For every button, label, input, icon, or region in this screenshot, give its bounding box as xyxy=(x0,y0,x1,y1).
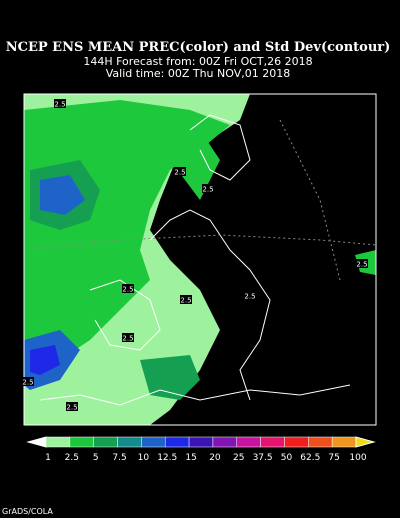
contour-label: 2.5 xyxy=(122,335,133,343)
precip-blue xyxy=(40,175,85,215)
contour-label-box xyxy=(356,259,368,268)
colorbar-swatch xyxy=(331,436,357,448)
coastline xyxy=(39,384,351,406)
contour-label: 2.5 xyxy=(202,186,213,194)
map: 2.5 2.5 2.5 2.5 2.5 2.5 2.5 2.5 2.5 2.5 xyxy=(22,93,377,426)
border xyxy=(89,279,161,351)
colorbar-swatch xyxy=(308,436,333,448)
valid-line: Valid time: 00Z Thu NOV,01 2018 xyxy=(106,67,290,80)
contour-label-box xyxy=(66,402,78,411)
colorbar-label: 2.5 xyxy=(65,453,79,463)
colorbar-label: 5 xyxy=(93,453,99,463)
colorbar: 1 2.5 5 7.5 10 12.5 15 20 25 37.5 50 62.5 75 100 xyxy=(26,436,376,463)
grid-line xyxy=(23,234,377,251)
colorbar-label: 15 xyxy=(185,453,196,463)
title: NCEP ENS MEAN PREC(color) and Std Dev(co… xyxy=(6,40,391,55)
contour-label-box xyxy=(202,184,214,193)
colorbar-label: 50 xyxy=(281,453,293,463)
colorbar-label: 100 xyxy=(349,453,366,463)
colorbar-swatch xyxy=(212,436,238,448)
contour-label-box xyxy=(180,295,192,304)
contour-label-box xyxy=(244,291,256,300)
colorbar-label: 75 xyxy=(328,453,339,463)
contour-label: 2.5 xyxy=(180,297,191,305)
coastline xyxy=(149,209,271,401)
colorbar-swatch xyxy=(188,436,214,448)
colorbar-swatch xyxy=(260,436,285,448)
colorbar-arrow xyxy=(355,436,376,448)
precip-dark-blue xyxy=(30,345,60,375)
precip-medium xyxy=(100,105,220,200)
colorbar-swatch xyxy=(69,436,94,448)
contour-label: 2.5 xyxy=(54,101,65,109)
colorbar-swatch xyxy=(117,436,142,448)
credit: GrADS/COLA xyxy=(2,507,53,516)
colorbar-label: 7.5 xyxy=(112,453,126,463)
colorbar-label: 10 xyxy=(138,453,150,463)
contour-label-box xyxy=(122,333,134,342)
colorbar-swatch xyxy=(45,436,71,448)
colorbar-swatch xyxy=(236,436,261,448)
contour-label-box xyxy=(122,284,134,293)
colorbar-swatch xyxy=(141,436,166,448)
forecast-line: 144H Forecast from: 00Z Fri OCT,26 2018 xyxy=(83,55,312,68)
contour-label: 2.5 xyxy=(66,404,77,412)
colorbar-label: 62.5 xyxy=(300,453,320,463)
colorbar-swatch xyxy=(164,436,190,448)
coastline xyxy=(189,114,251,181)
contour-label: 2.5 xyxy=(122,286,133,294)
colorbar-label: 12.5 xyxy=(157,453,177,463)
contour-label: 2.5 xyxy=(174,169,185,177)
contour-label-box xyxy=(174,167,186,176)
contour-label-box xyxy=(22,377,34,386)
contour-label: 2.5 xyxy=(244,293,255,301)
contour-label-box xyxy=(54,99,66,108)
colorbar-label: 20 xyxy=(209,453,221,463)
colorbar-label: 37.5 xyxy=(253,453,273,463)
colorbar-label: 25 xyxy=(233,453,244,463)
colorbar-swatch xyxy=(93,436,118,448)
colorbar-swatch xyxy=(284,436,309,448)
map-frame xyxy=(23,93,377,426)
precip-teal xyxy=(140,355,200,400)
colorbar-label: 1 xyxy=(45,453,51,463)
contour-label: 2.5 xyxy=(356,261,367,269)
contour-label: 2.5 xyxy=(22,379,33,387)
